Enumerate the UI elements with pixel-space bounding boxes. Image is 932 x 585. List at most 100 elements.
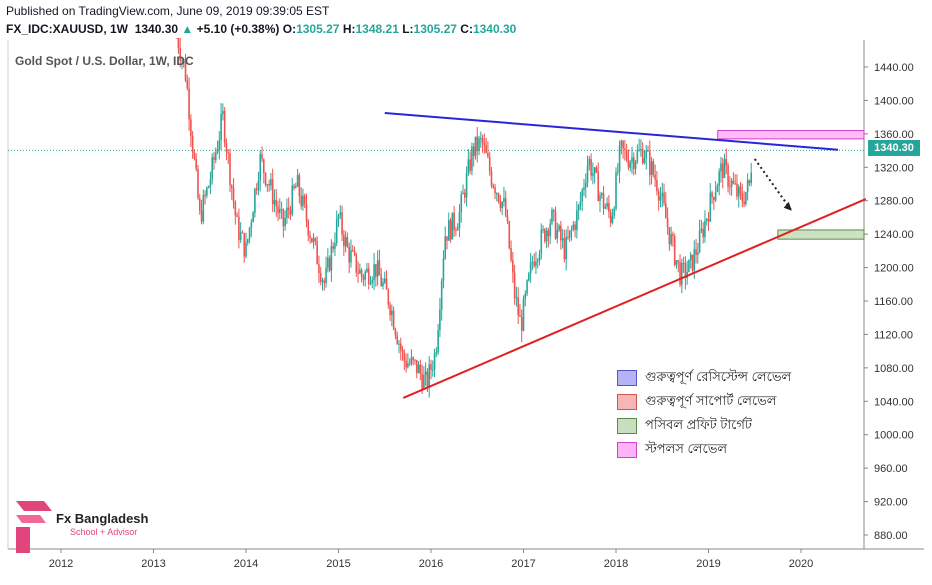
candle-body xyxy=(328,257,331,271)
candle-body xyxy=(284,217,286,227)
candle-body xyxy=(748,180,751,184)
candle-body xyxy=(182,59,185,62)
candle-body xyxy=(184,61,187,81)
candle-body xyxy=(588,159,591,166)
x-tick-label: 2020 xyxy=(789,558,813,570)
candle-body xyxy=(469,159,471,171)
candle-body xyxy=(403,352,406,362)
candle-body xyxy=(426,371,429,388)
candle-body xyxy=(501,201,503,209)
candle-body xyxy=(223,110,226,144)
candle-body xyxy=(613,208,616,216)
candle-body xyxy=(396,335,399,344)
candle-body xyxy=(433,352,436,370)
candle-body xyxy=(474,136,477,156)
y-tick-label: 1080.00 xyxy=(874,363,914,375)
candle-body xyxy=(383,278,386,283)
candle-body xyxy=(750,172,752,184)
y-tick-label: 960.00 xyxy=(874,463,908,475)
candle-body xyxy=(720,163,722,172)
candle-body xyxy=(563,238,566,260)
candle-body xyxy=(519,315,521,317)
candle-body xyxy=(496,193,498,195)
candle-body xyxy=(430,364,432,371)
candle-body xyxy=(508,221,511,249)
candle-body xyxy=(714,192,717,201)
last-price-tag: 1340.30 xyxy=(868,140,920,156)
candle-body xyxy=(481,138,484,144)
candle-body xyxy=(732,180,735,184)
candle-body xyxy=(561,238,564,241)
x-tick-label: 2017 xyxy=(511,558,535,570)
candle-body xyxy=(337,215,340,219)
candle-body xyxy=(681,262,683,285)
candle-body xyxy=(451,212,454,240)
candle-body xyxy=(705,218,708,221)
candle-body xyxy=(261,153,263,160)
candle-body xyxy=(238,216,240,241)
candle-body xyxy=(640,149,642,151)
candle-body xyxy=(606,203,608,207)
legend-item: গুরুত্বপূর্ণ সাপোর্ট লেভেল xyxy=(617,390,791,414)
candle-body xyxy=(243,232,246,257)
candle-body xyxy=(398,343,400,345)
candle-body xyxy=(241,232,244,234)
candle-body xyxy=(517,297,519,316)
candle-body xyxy=(350,250,352,263)
y-tick-label: 1400.00 xyxy=(874,95,914,107)
y-tick-label: 1320.00 xyxy=(874,162,914,174)
x-tick-label: 2014 xyxy=(234,558,258,570)
candle-body xyxy=(654,174,656,180)
y-tick-label: 1360.00 xyxy=(874,129,914,141)
candle-body xyxy=(471,146,473,171)
candle-body xyxy=(437,329,439,353)
y-tick-label: 880.00 xyxy=(874,530,908,542)
candle-body xyxy=(271,179,274,205)
candle-body xyxy=(544,229,546,242)
candle-body xyxy=(631,157,633,163)
legend-label: গুরুত্বপূর্ণ সাপোর্ট লেভেল xyxy=(645,392,777,408)
candle-body xyxy=(512,260,514,273)
candle-body xyxy=(665,203,667,219)
candle-body xyxy=(335,218,338,244)
candle-body xyxy=(647,150,649,152)
candle-body xyxy=(442,258,445,281)
candle-body xyxy=(693,249,696,271)
price-chart[interactable]: 1440.00 1400.00 1360.00 1320.00 1280.00 1240.… xyxy=(0,38,932,585)
candle-body xyxy=(622,140,624,149)
candle-body xyxy=(300,195,302,207)
candle-body xyxy=(394,329,397,336)
candle-body xyxy=(535,261,537,267)
candle-body xyxy=(460,194,463,213)
candle-body xyxy=(600,193,603,196)
candle-body xyxy=(405,361,407,368)
arrow-up-icon: ▲ xyxy=(181,22,194,36)
candle-body xyxy=(392,310,395,330)
candle-body xyxy=(592,173,594,176)
candle-body xyxy=(627,159,630,168)
candle-body xyxy=(179,48,181,61)
candle-body xyxy=(444,236,447,259)
candle-body xyxy=(296,175,299,187)
candle-body xyxy=(380,275,382,287)
candle-body xyxy=(273,200,276,205)
candle-body xyxy=(193,152,196,159)
candle-body xyxy=(697,252,699,255)
candle-body xyxy=(574,224,576,230)
y-tick-label: 1120.00 xyxy=(874,329,913,341)
legend-item: স্টপলস লেভেল xyxy=(617,438,791,462)
candle-body xyxy=(181,59,183,61)
arrow-head-icon xyxy=(783,201,792,211)
candle-body xyxy=(232,188,235,202)
candle-body xyxy=(737,186,740,197)
candle-body xyxy=(497,193,500,202)
y-tick-label: 1160.00 xyxy=(874,296,913,308)
y-tick-label: 1200.00 xyxy=(874,263,914,275)
candle-body xyxy=(700,228,703,231)
candle-body xyxy=(734,183,736,185)
candle-body xyxy=(362,276,365,280)
candle-body xyxy=(248,227,251,240)
candle-body xyxy=(262,159,265,174)
candle-body xyxy=(207,186,210,188)
candle-body xyxy=(277,206,279,213)
